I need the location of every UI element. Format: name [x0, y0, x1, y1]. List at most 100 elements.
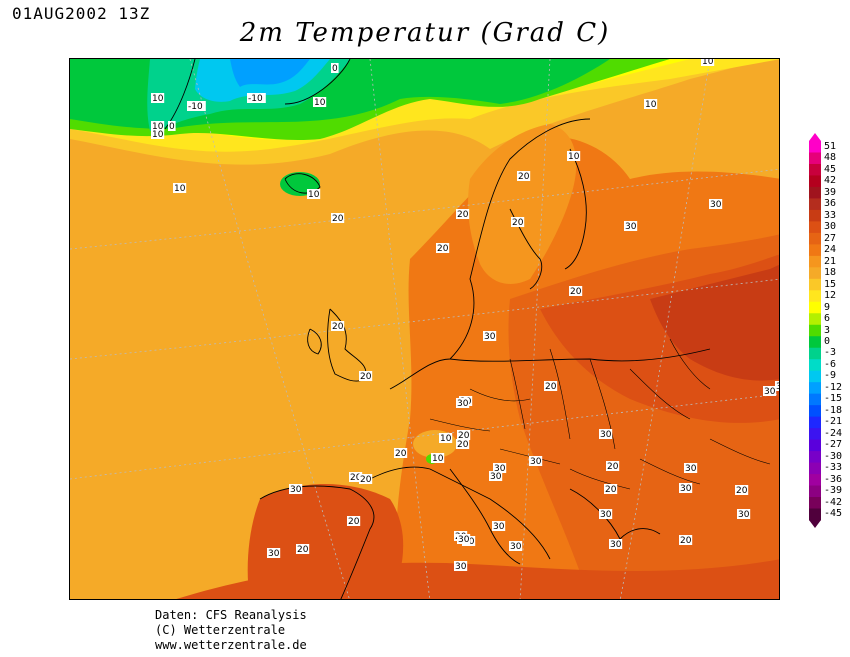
legend-swatch — [809, 255, 821, 268]
contour-label: 30 — [290, 485, 302, 495]
zone-33 — [650, 264, 779, 381]
chart-title: 2m Temperatur (Grad C) — [239, 18, 611, 48]
legend-swatch — [809, 267, 821, 280]
legend-swatch — [809, 405, 821, 418]
contour-label-bg — [394, 448, 408, 458]
contour-label-bg — [492, 521, 506, 531]
contour-label-bg — [187, 101, 206, 111]
contour-label-bg — [456, 209, 470, 219]
contour-label: 10 — [152, 94, 164, 104]
legend-label: 30 — [824, 221, 837, 233]
legend-label: -12 — [824, 381, 843, 393]
legend-swatch — [809, 474, 821, 487]
contour-label: 30 — [776, 382, 780, 392]
legend-label: 9 — [824, 301, 831, 313]
contour-label: 30 — [710, 200, 722, 210]
legend-swatch — [809, 382, 821, 395]
contour-label-bg — [151, 129, 165, 139]
contour-label-bg — [737, 509, 751, 519]
contour-label: 20 — [348, 517, 360, 527]
contour-label: 20 — [570, 287, 582, 297]
contour-label-bg — [436, 243, 450, 253]
north-africa-zone — [176, 559, 779, 599]
contour-label-bg — [679, 535, 693, 545]
contour-label: 30 — [455, 562, 467, 572]
contour-label: 30 — [268, 549, 280, 559]
contour-label: 20 — [457, 210, 469, 220]
legend-label: -42 — [824, 496, 843, 508]
legend-label: -24 — [824, 427, 843, 439]
contour-label-bg — [168, 121, 176, 131]
contour-label-bg — [349, 472, 363, 482]
contour-label: 30 — [764, 387, 776, 397]
contour-label: 0 — [332, 64, 338, 74]
contour-label: 30 — [530, 457, 542, 467]
credits-copyright: (C) Wetterzentrale — [155, 623, 286, 637]
legend-label: 24 — [824, 244, 837, 256]
contour-label-bg — [679, 483, 693, 493]
legend-swatch — [809, 313, 821, 326]
contour-label-bg — [609, 539, 623, 549]
contour-label-bg — [431, 453, 445, 463]
contour-label: 30 — [600, 510, 612, 520]
legend-label: 15 — [824, 278, 837, 290]
contour-label-bg — [331, 63, 339, 73]
contour-label-bg — [701, 59, 715, 66]
legend-label: -15 — [824, 393, 843, 405]
contour-label-bg — [296, 544, 310, 554]
contour-label-bg — [313, 97, 327, 107]
contour-label-bg — [599, 429, 613, 439]
legend-label: -45 — [824, 508, 843, 520]
contour-label: 30 — [457, 399, 469, 409]
contour-labels: 10-10-1001010100101010101020202020202030… — [151, 59, 780, 572]
color-legend: 51 48 45 42 39 36 33 30 27 24 21 18 15 12 9 6 3 0 -3 -6 -9 -1… — [808, 133, 848, 528]
contour-label: 10 — [568, 152, 580, 162]
legend-label: 51 — [824, 140, 837, 152]
legend-swatch — [809, 221, 821, 234]
contour-label: 20 — [395, 449, 407, 459]
legend-label: -6 — [824, 358, 837, 370]
legend-label: -18 — [824, 404, 843, 416]
contour-label-bg — [567, 151, 581, 161]
legend-arrow-top — [809, 133, 821, 141]
legend-swatch — [809, 232, 821, 245]
contour-label: 10 — [440, 434, 452, 444]
contour-label: 20 — [458, 431, 470, 441]
contour-label-bg — [489, 471, 503, 481]
legend-label: -30 — [824, 450, 843, 462]
contour-label: 20 — [518, 172, 530, 182]
legend-label: 42 — [824, 175, 837, 187]
contour-label-bg — [456, 398, 470, 408]
contour-label-bg — [529, 456, 543, 466]
legend-swatch — [809, 497, 821, 510]
contour-label-bg — [307, 189, 321, 199]
contour-label: 20 — [437, 244, 449, 254]
legend-swatch — [809, 508, 821, 521]
contour-label: 20 — [457, 440, 469, 450]
legend-swatch — [809, 198, 821, 211]
contour-label-bg — [763, 386, 777, 396]
contour-label-bg — [493, 463, 507, 473]
legend-label: 0 — [824, 335, 831, 347]
legend-swatch — [809, 416, 821, 429]
contour-label: 30 — [490, 472, 502, 482]
contour-label-bg — [247, 93, 266, 103]
contour-label-bg — [483, 331, 497, 341]
datetime-label: 01AUG2002 13Z — [12, 4, 151, 23]
contour-label: 20 — [350, 473, 362, 483]
contour-label-bg — [606, 461, 620, 471]
zone-minus12 — [230, 59, 310, 87]
legend-label: -39 — [824, 485, 843, 497]
legend-label: 12 — [824, 290, 837, 302]
contour-label-bg — [644, 99, 658, 109]
legend-swatch — [809, 347, 821, 360]
contour-label: 20 — [512, 218, 524, 228]
legend-swatch — [809, 462, 821, 475]
legend-swatch — [809, 175, 821, 188]
contour-label: 20 — [607, 462, 619, 472]
legend-swatch — [809, 359, 821, 372]
legend-label: 39 — [824, 186, 837, 198]
legend-label: -33 — [824, 462, 843, 474]
legend-swatch — [809, 152, 821, 165]
legend-swatch — [809, 186, 821, 199]
